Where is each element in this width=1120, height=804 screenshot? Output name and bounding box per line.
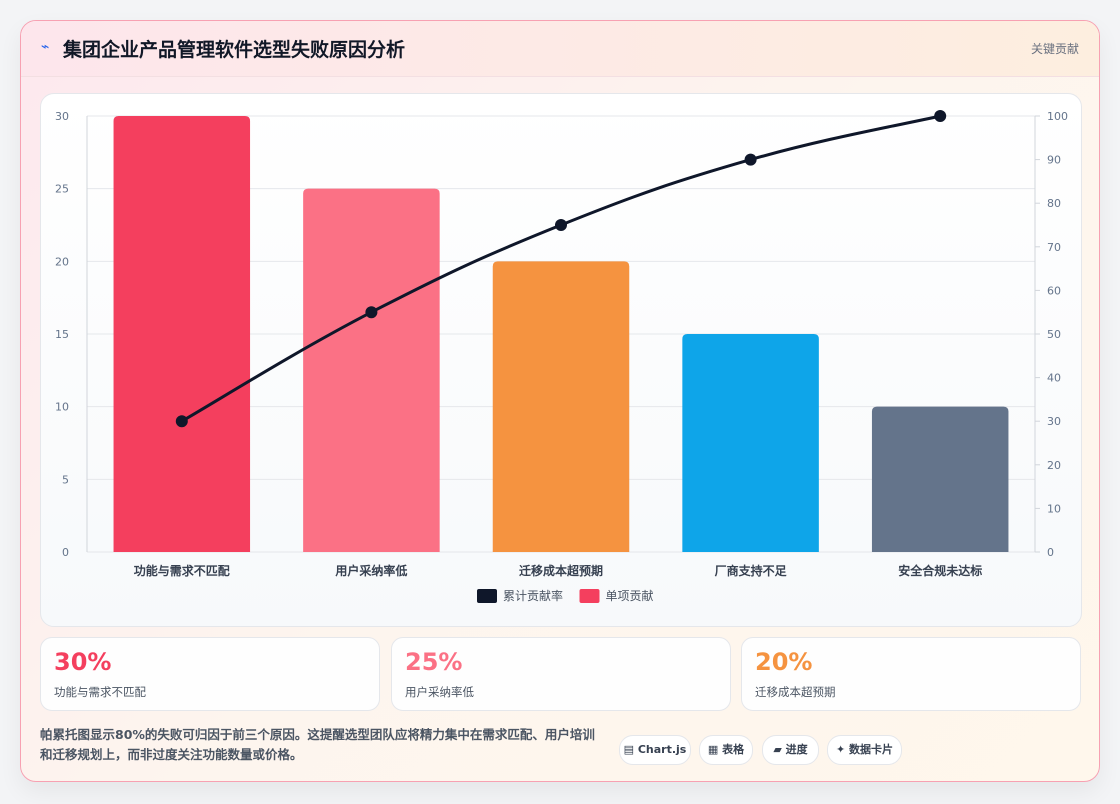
legend-label: 单项贡献 xyxy=(606,588,654,603)
page-title: 集团企业产品管理软件选型失败原因分析 xyxy=(63,39,406,61)
x-category-label: 迁移成本超预期 xyxy=(519,563,603,578)
chip-progress[interactable]: ▰ 进度 xyxy=(762,735,819,765)
stat-label: 功能与需求不匹配 xyxy=(54,685,146,699)
y-right-tick-label: 20 xyxy=(1047,459,1061,472)
bar-2[interactable] xyxy=(303,188,440,552)
zap-icon: ⌁ xyxy=(41,39,50,55)
cumulative-point-1[interactable] xyxy=(175,415,188,428)
y-right-tick-label: 10 xyxy=(1047,502,1061,515)
stat-label: 迁移成本超预期 xyxy=(755,685,836,699)
stat-value: 20% xyxy=(755,648,813,676)
y-right-tick-label: 90 xyxy=(1047,154,1061,167)
y-left-tick-label: 5 xyxy=(62,473,69,486)
header-tag: 关键贡献 xyxy=(1030,42,1079,56)
y-right-tick-label: 40 xyxy=(1047,372,1061,385)
card-header: ⌁ 集团企业产品管理软件选型失败原因分析 关键贡献 xyxy=(21,21,1099,77)
cumulative-point-3[interactable] xyxy=(555,219,567,231)
cumulative-point-5[interactable] xyxy=(934,110,947,122)
report-card: ⌁ 集团企业产品管理软件选型失败原因分析 关键贡献 0 5 10 15 20 25 30 0 1… xyxy=(20,20,1100,782)
stat-card-1: 30% 功能与需求不匹配 xyxy=(40,637,380,711)
y-left-tick-label: 25 xyxy=(55,183,69,196)
y-right-tick-label: 80 xyxy=(1047,197,1061,210)
y-right-tick-label: 60 xyxy=(1047,284,1061,297)
chip-chartjs[interactable]: ▤ Chart.js xyxy=(619,735,691,765)
chip-data-card[interactable]: ✦ 数据卡片 xyxy=(827,735,902,765)
y-left-tick-label: 15 xyxy=(55,328,69,341)
cumulative-point-2[interactable] xyxy=(365,306,378,319)
bar-1[interactable] xyxy=(113,116,251,552)
legend-label: 累计贡献率 xyxy=(503,588,563,603)
bar-3[interactable] xyxy=(492,261,630,552)
y-left-tick-label: 0 xyxy=(62,546,69,559)
chip-table[interactable]: ▦ 表格 xyxy=(699,735,753,765)
legend-swatch-1[interactable] xyxy=(477,589,497,603)
cumulative-point-4[interactable] xyxy=(744,153,757,166)
y-left-tick-label: 10 xyxy=(55,401,69,414)
stat-card-2: 25% 用户采纳率低 xyxy=(391,637,731,711)
stat-label: 用户采纳率低 xyxy=(405,685,474,699)
bar-4[interactable] xyxy=(682,334,819,552)
y-right-tick-label: 0 xyxy=(1047,546,1054,559)
legend-swatch-2[interactable] xyxy=(579,589,600,603)
y-right-tick-label: 70 xyxy=(1047,241,1061,254)
stat-value: 30% xyxy=(54,648,112,676)
y-left-tick-label: 20 xyxy=(55,255,69,268)
stat-value: 25% xyxy=(405,648,463,676)
bar-5[interactable] xyxy=(871,406,1009,552)
x-category-label: 用户采纳率低 xyxy=(334,563,407,578)
y-right-tick-label: 30 xyxy=(1047,415,1061,428)
insight-note: 帕累托图显示80%的失败可归因于前三个原因。这提醒选型团队应将精力集中在需求匹配… xyxy=(40,727,595,762)
x-category-label: 功能与需求不匹配 xyxy=(134,563,230,578)
pareto-chart: 0 5 10 15 20 25 30 0 10 20 30 40 50 60 70 80 90 100 功能与需求不… xyxy=(55,110,1068,603)
x-category-label: 厂商支持不足 xyxy=(715,563,787,578)
x-category-label: 安全合规未达标 xyxy=(898,563,982,578)
y-right-tick-label: 100 xyxy=(1047,110,1068,123)
chart-panel: 0 5 10 15 20 25 30 0 10 20 30 40 50 60 70 80 90 100 功能与需求不… xyxy=(40,93,1082,627)
y-left-tick-label: 30 xyxy=(55,110,69,123)
stat-card-3: 20% 迁移成本超预期 xyxy=(741,637,1081,711)
y-right-tick-label: 50 xyxy=(1047,328,1061,341)
